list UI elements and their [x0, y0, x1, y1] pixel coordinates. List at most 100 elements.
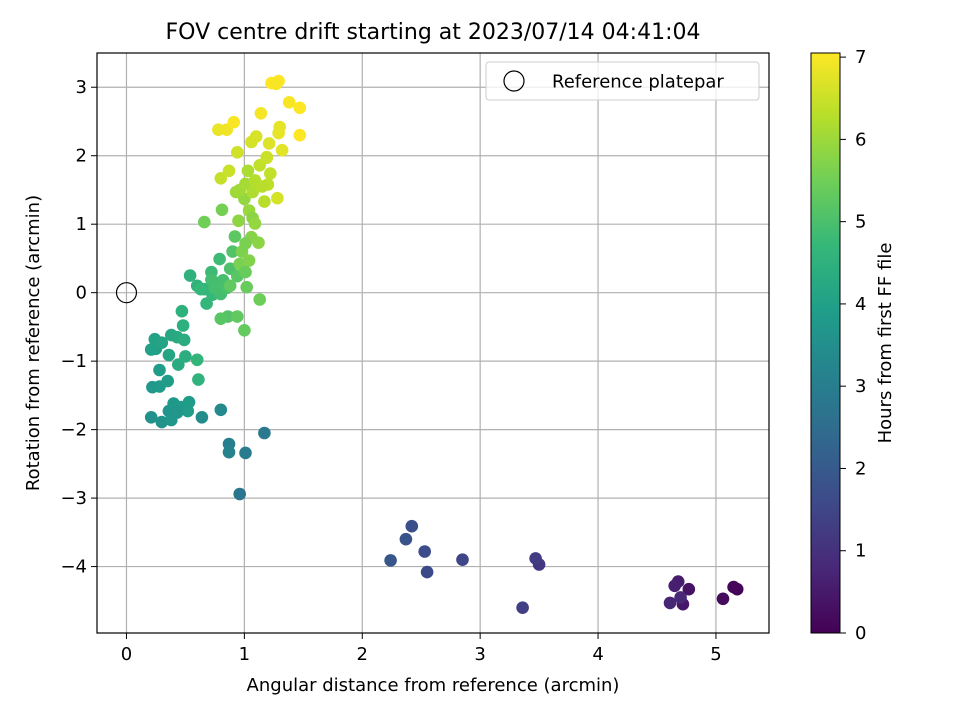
data-point: [144, 343, 158, 356]
data-point: [258, 426, 271, 440]
data-point: [249, 130, 263, 143]
data-point: [231, 146, 244, 159]
data-point: [161, 374, 174, 388]
data-point: [282, 96, 296, 109]
data-point: [232, 214, 245, 228]
colorbar-label: Hours from first FF file: [875, 243, 896, 444]
x-axis-ticks: 0 1 2 3 4 5: [121, 633, 722, 665]
data-point: [269, 77, 283, 91]
data-point: [200, 297, 213, 310]
y-tick-label: 1: [76, 214, 87, 235]
data-point: [195, 411, 209, 424]
data-point: [179, 350, 192, 363]
data-point: [271, 191, 284, 205]
data-point: [253, 293, 266, 306]
data-point: [418, 545, 432, 558]
data-point: [198, 215, 211, 229]
data-point: [663, 596, 677, 610]
legend-label: Reference platepar: [552, 72, 724, 93]
data-point: [155, 415, 169, 429]
data-point: [183, 269, 197, 282]
data-point: [248, 217, 262, 230]
data-point: [226, 245, 239, 258]
colorbar-gradient: [810, 52, 841, 634]
y-tick-label: −2: [60, 420, 87, 441]
data-point: [175, 304, 189, 318]
data-point: [255, 180, 269, 193]
data-point: [177, 333, 191, 347]
data-point: [399, 532, 413, 546]
data-point: [227, 115, 241, 129]
x-tick-label: 4: [592, 644, 603, 665]
y-tick-label: 3: [76, 77, 87, 98]
y-axis-label: Rotation from reference (arcmin): [23, 195, 44, 491]
data-point: [716, 592, 730, 606]
data-point: [258, 195, 271, 208]
data-points: [144, 74, 744, 614]
data-point: [228, 230, 242, 243]
data-point: [260, 151, 274, 165]
data-point: [293, 101, 307, 115]
data-point: [223, 279, 237, 293]
x-tick-label: 0: [121, 644, 132, 665]
y-tick-label: −1: [60, 351, 87, 372]
data-point: [246, 185, 259, 199]
data-point: [231, 310, 244, 323]
colorbar: 0 1 2 3 4 5 6 7 Hours from first FF file: [810, 47, 896, 644]
reference-platepar-marker: [115, 282, 138, 304]
colorbar-tick-label: 4: [855, 294, 866, 315]
colorbar-tick-label: 3: [855, 376, 866, 397]
data-point: [170, 406, 184, 419]
data-point: [238, 324, 251, 337]
data-point: [144, 411, 158, 424]
data-point: [213, 252, 226, 266]
data-point: [242, 254, 256, 267]
data-point: [239, 265, 252, 279]
data-point: [176, 319, 190, 332]
data-point: [384, 554, 397, 567]
colorbar-tick-label: 2: [855, 458, 866, 479]
legend: Reference platepar: [485, 61, 760, 101]
data-point: [668, 579, 681, 593]
data-point: [233, 487, 246, 501]
data-point: [456, 553, 469, 566]
plot-frame: [96, 52, 770, 634]
data-point: [208, 281, 222, 295]
data-point: [215, 203, 229, 217]
y-axis-ticks: −4 −3 −2 −1 0 1 2 3: [60, 77, 97, 578]
data-point: [420, 565, 434, 579]
data-point: [214, 403, 228, 417]
data-point: [529, 552, 542, 565]
data-point: [405, 519, 419, 533]
x-tick-label: 5: [710, 644, 721, 665]
colorbar-tick-label: 0: [855, 623, 866, 644]
colorbar-ticks: 0 1 2 3 4 5 6 7: [840, 47, 866, 644]
data-point: [240, 280, 253, 294]
data-point: [162, 348, 176, 362]
colorbar-tick-label: 7: [855, 47, 866, 68]
data-point: [674, 591, 687, 604]
data-point: [241, 164, 255, 178]
colorbar-tick-label: 1: [855, 541, 866, 562]
x-axis-label: Angular distance from reference (arcmin): [247, 675, 620, 696]
data-point: [239, 177, 252, 191]
legend-box: [485, 61, 760, 101]
data-point: [275, 143, 289, 157]
data-point: [222, 445, 236, 459]
y-tick-label: 0: [76, 283, 87, 304]
data-point: [182, 395, 196, 409]
data-point: [262, 137, 276, 150]
chart-title: FOV centre drift starting at 2023/07/14 …: [166, 20, 701, 45]
data-point: [516, 601, 529, 614]
data-point: [172, 358, 185, 371]
y-tick-label: −4: [60, 557, 87, 578]
data-point: [273, 120, 287, 134]
y-tick-label: −3: [60, 488, 87, 509]
colorbar-tick-label: 5: [855, 212, 866, 233]
data-point: [252, 236, 265, 249]
data-point: [293, 128, 307, 142]
data-point: [682, 582, 696, 596]
data-point: [214, 312, 228, 326]
data-point: [194, 282, 207, 296]
